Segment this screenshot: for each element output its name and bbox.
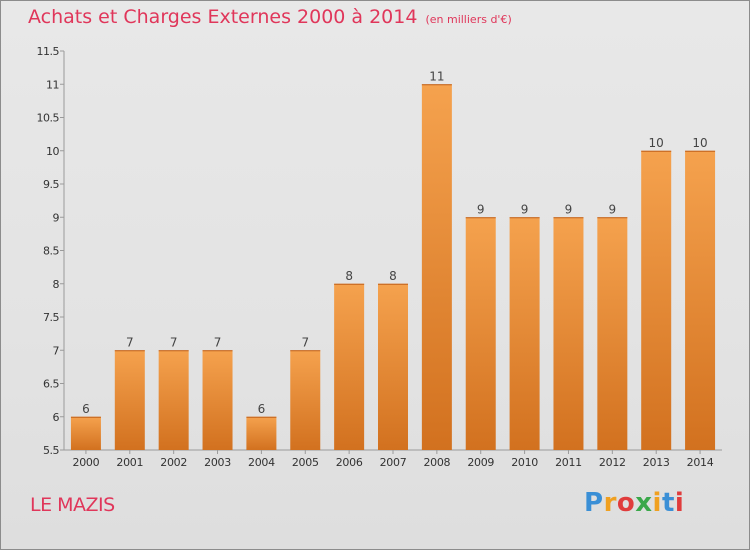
y-tick-label: 6 <box>53 411 60 424</box>
y-tick-label: 10.5 <box>37 112 60 125</box>
y-tick-label: 7 <box>53 344 60 357</box>
bar-value-label: 9 <box>565 202 573 216</box>
bar-value-label: 8 <box>345 269 353 283</box>
chart-unit: (en milliers d'€) <box>425 13 512 26</box>
bar-value-label: 9 <box>477 202 485 216</box>
bar <box>597 217 628 450</box>
x-tick-label: 2002 <box>160 456 187 469</box>
bar-value-label: 7 <box>214 335 222 349</box>
x-tick-label: 2004 <box>248 456 275 469</box>
logo-letter: o <box>616 488 636 518</box>
y-tick-label: 9.5 <box>43 178 59 191</box>
bar-value-label: 7 <box>126 335 134 349</box>
bar <box>158 350 189 450</box>
bar-value-label: 10 <box>692 136 707 150</box>
chart-title: Achats et Charges Externes 2000 à 2014 (e… <box>28 6 512 28</box>
bar <box>641 150 672 450</box>
proxiti-logo: Proxiti <box>584 488 684 518</box>
y-tick-label: 6.5 <box>43 378 59 391</box>
bar <box>509 217 540 450</box>
bar <box>246 416 277 450</box>
bar <box>685 150 716 450</box>
bar <box>114 350 145 450</box>
bar-value-label: 8 <box>389 269 397 283</box>
x-tick-label: 2010 <box>511 456 538 469</box>
y-tick-label: 9 <box>53 211 60 224</box>
bar-value-label: 10 <box>649 136 664 150</box>
y-tick-label: 8.5 <box>43 245 59 258</box>
x-tick-label: 2006 <box>336 456 363 469</box>
x-tick-label: 2013 <box>643 456 670 469</box>
x-tick-label: 2007 <box>380 456 407 469</box>
bar-value-label: 7 <box>170 335 178 349</box>
logo-letter: P <box>584 488 604 518</box>
y-tick-label: 11 <box>46 78 59 91</box>
logo-letter: x <box>635 488 653 518</box>
x-tick-label: 2008 <box>423 456 450 469</box>
x-tick-label: 2000 <box>73 456 100 469</box>
y-tick-label: 8 <box>53 278 60 291</box>
logo-letter: t <box>661 488 675 518</box>
logo-letter: i <box>652 488 662 518</box>
bar-value-label: 11 <box>429 69 444 83</box>
bar <box>202 350 233 450</box>
bar-value-label: 7 <box>301 335 309 349</box>
bar <box>290 350 321 450</box>
bar-value-label: 6 <box>258 402 266 416</box>
y-tick-label: 7.5 <box>43 311 59 324</box>
x-tick-label: 2014 <box>687 456 714 469</box>
x-tick-label: 2012 <box>599 456 626 469</box>
logo-letter: i <box>674 488 685 518</box>
bar <box>378 283 408 450</box>
x-tick-label: 2011 <box>555 456 582 469</box>
bar <box>421 84 452 450</box>
chart-title-text: Achats et Charges Externes 2000 à 2014 <box>28 6 418 28</box>
x-tick-label: 2001 <box>116 456 143 469</box>
bar <box>70 416 101 450</box>
y-tick-label: 5.5 <box>43 444 59 457</box>
bar-value-label: 9 <box>521 202 529 216</box>
bars <box>70 84 716 450</box>
x-tick-label: 2003 <box>204 456 231 469</box>
place-name: LE MAZIS <box>30 494 115 516</box>
x-tick-label: 2005 <box>292 456 319 469</box>
logo-letter: r <box>603 488 617 518</box>
y-tick-label: 10 <box>46 145 59 158</box>
bar <box>334 283 365 450</box>
bar <box>553 217 584 450</box>
bar-value-label: 9 <box>609 202 617 216</box>
labels: 6 2000 7 2001 7 2002 7 2003 6 2004 7 2005 8 2006 8 2007… <box>73 69 715 469</box>
x-tick-label: 2009 <box>467 456 494 469</box>
bar <box>465 217 496 450</box>
bar-value-label: 6 <box>82 402 90 416</box>
y-tick-label: 11.5 <box>37 45 60 58</box>
